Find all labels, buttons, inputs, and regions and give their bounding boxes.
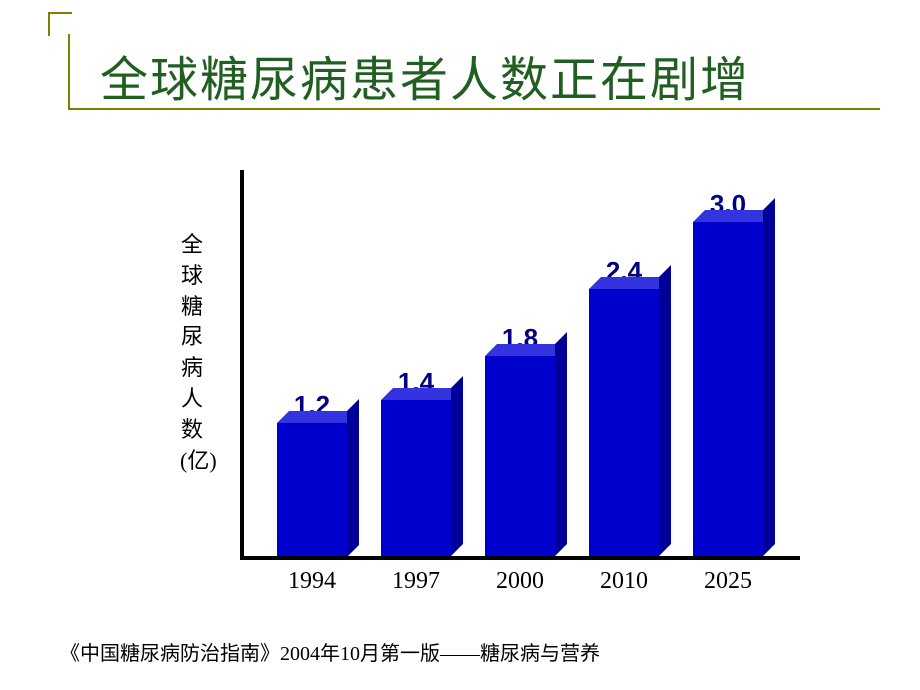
decorative-corner: [48, 12, 72, 36]
bar-group: 3.0: [683, 189, 773, 556]
bar: [485, 356, 555, 556]
bar-group: 2.4: [579, 256, 669, 556]
x-tick-label: 1994: [267, 568, 357, 595]
bar: [381, 400, 451, 556]
bar-group: 1.4: [371, 367, 461, 556]
y-axis-label: 全球糖尿病人数(亿): [180, 230, 204, 476]
bar: [589, 289, 659, 556]
bar-side-face: [451, 376, 463, 556]
bar: [277, 423, 347, 557]
bar: [693, 222, 763, 556]
bar-side-face: [659, 265, 671, 556]
bars-container: 1.21.41.82.43.0: [240, 170, 800, 556]
title-frame-vertical: [68, 34, 70, 108]
bar-side-face: [763, 198, 775, 556]
x-tick-label: 2025: [683, 568, 773, 595]
x-axis-line: [240, 556, 800, 560]
page-title: 全球糖尿病患者人数正在剧增: [100, 40, 880, 110]
bar-chart: 1.21.41.82.43.0 19941997200020102025: [240, 170, 800, 590]
x-tick-label: 1997: [371, 568, 461, 595]
source-citation: 《中国糖尿病防治指南》2004年10月第一版——糖尿病与营养: [60, 637, 600, 666]
x-tick-label: 2000: [475, 568, 565, 595]
bar-group: 1.8: [475, 323, 565, 556]
bar-side-face: [347, 399, 359, 557]
x-labels-container: 1994 1997 2000 2010 2025: [240, 568, 800, 595]
bar-group: 1.2: [267, 390, 357, 557]
bar-side-face: [555, 332, 567, 556]
x-tick-label: 2010: [579, 568, 669, 595]
